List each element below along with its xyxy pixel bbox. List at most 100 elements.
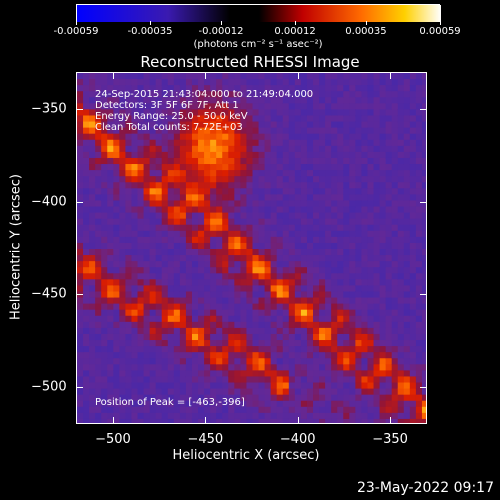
- heatmap-cell: [161, 249, 169, 256]
- heatmap-cell: [119, 91, 127, 98]
- x-tick-mark: [112, 72, 114, 79]
- heatmap-cell: [89, 151, 96, 159]
- heatmap-cell: [210, 261, 217, 268]
- heatmap-cell: [119, 200, 127, 208]
- heatmap-cell: [167, 273, 175, 280]
- heatmap-cell: [325, 224, 332, 232]
- heatmap-cell: [125, 188, 133, 195]
- heatmap-cell: [258, 370, 266, 378]
- heatmap-cell: [379, 273, 387, 280]
- heatmap-cell: [240, 255, 248, 262]
- heatmap-cell: [276, 406, 284, 414]
- heatmap-cell: [319, 236, 326, 244]
- heatmap-cell: [173, 224, 181, 232]
- heatmap-cell: [95, 224, 102, 232]
- heatmap-cell: [306, 309, 314, 317]
- heatmap-cell: [421, 261, 426, 268]
- heatmap-cell: [191, 406, 199, 414]
- heatmap-cell: [77, 224, 84, 232]
- heatmap-cell: [185, 230, 193, 238]
- heatmap-cell: [306, 376, 314, 384]
- heatmap-cell: [264, 315, 272, 323]
- chart-title: Reconstructed RHESSI Image: [140, 53, 360, 71]
- heatmap-cell: [83, 333, 90, 341]
- heatmap-cell: [191, 376, 199, 384]
- heatmap-cell: [185, 255, 193, 262]
- heatmap-cell: [131, 224, 139, 232]
- heatmap-cell: [270, 291, 278, 299]
- heatmap-cell: [125, 340, 133, 347]
- heatmap-cell: [421, 133, 426, 141]
- heatmap-cell: [125, 170, 133, 177]
- colorbar-tick: [76, 21, 77, 25]
- heatmap-cell: [89, 218, 96, 226]
- heatmap-cell: [421, 376, 426, 384]
- heatmap-cell: [288, 121, 296, 129]
- heatmap-cell: [95, 321, 102, 329]
- heatmap-cell: [185, 97, 193, 104]
- heatmap-cell: [337, 182, 344, 189]
- heatmap-cell: [288, 309, 296, 317]
- heatmap-cell: [77, 127, 84, 135]
- heatmap-cell: [282, 151, 290, 159]
- heatmap-cell: [83, 249, 90, 256]
- heatmap-cell: [167, 151, 175, 159]
- heatmap-cell: [325, 267, 332, 274]
- heatmap-cell: [191, 188, 199, 195]
- heatmap-cell: [204, 91, 211, 98]
- heatmap-cell: [367, 176, 375, 183]
- heatmap-cell: [300, 133, 308, 141]
- heatmap-cell: [77, 309, 84, 317]
- heatmap-cell: [77, 303, 84, 311]
- heatmap-cell: [343, 388, 350, 396]
- heatmap-cell: [149, 394, 157, 402]
- heatmap-cell: [258, 285, 266, 293]
- heatmap-cell: [131, 206, 139, 214]
- heatmap-cell: [409, 170, 417, 177]
- heatmap-cell: [294, 176, 302, 183]
- heatmap-cell: [409, 303, 417, 311]
- heatmap-cell: [373, 218, 381, 226]
- heatmap-cell: [222, 352, 229, 359]
- heatmap-cell: [343, 358, 350, 365]
- heatmap-cell: [77, 242, 84, 250]
- heatmap-cell: [373, 315, 381, 323]
- heatmap-cell: [143, 291, 151, 299]
- heatmap-cell: [198, 340, 205, 347]
- heatmap-cell: [83, 212, 90, 220]
- heatmap-cell: [234, 382, 241, 390]
- heatmap-cell: [355, 157, 363, 165]
- heatmap-cell: [107, 279, 114, 287]
- heatmap-cell: [258, 170, 266, 177]
- heatmap-cell: [373, 333, 381, 341]
- heatmap-cell: [137, 303, 145, 311]
- heatmap-cell: [391, 327, 399, 335]
- heatmap-cell: [107, 79, 114, 86]
- heatmap-cell: [270, 85, 278, 92]
- heatmap-cell: [131, 109, 139, 117]
- heatmap-cell: [385, 97, 393, 104]
- heatmap-cell: [198, 206, 205, 214]
- heatmap-cell: [258, 418, 266, 423]
- heatmap-cell: [409, 376, 417, 384]
- heatmap-cell: [167, 370, 175, 378]
- heatmap-cell: [403, 333, 411, 341]
- heatmap-cell: [319, 279, 326, 287]
- heatmap-cell: [240, 164, 248, 171]
- heatmap-cell: [415, 261, 423, 268]
- heatmap-cell: [337, 170, 344, 177]
- heatmap-cell: [185, 279, 193, 287]
- heatmap-cell: [325, 188, 332, 195]
- heatmap-cell: [331, 297, 338, 305]
- heatmap-cell: [216, 394, 223, 402]
- heatmap-cell: [306, 200, 314, 208]
- heatmap-cell: [258, 333, 266, 341]
- heatmap-cell: [306, 73, 314, 80]
- heatmap-cell: [119, 412, 127, 420]
- heatmap-cell: [113, 85, 120, 92]
- heatmap-cell: [421, 79, 426, 86]
- heatmap-cell: [325, 182, 332, 189]
- heatmap-cell: [379, 139, 387, 147]
- heatmap-cell: [391, 273, 399, 280]
- heatmap-cell: [373, 127, 381, 135]
